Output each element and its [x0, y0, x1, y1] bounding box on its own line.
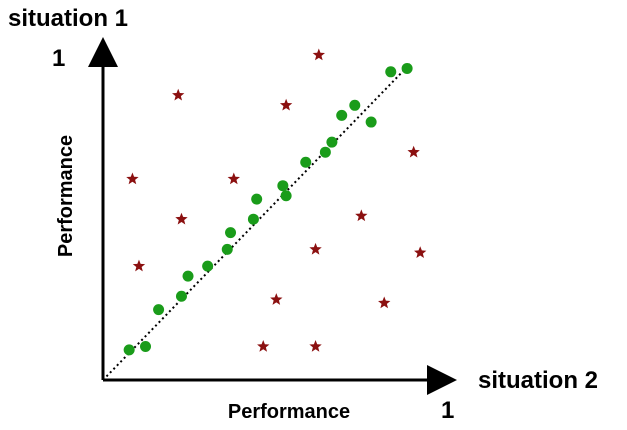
red-star-point-11	[355, 209, 368, 222]
green-circle-point-16	[349, 99, 361, 111]
green-circle-point-17	[365, 116, 377, 128]
red-star-point-6	[270, 293, 283, 305]
green-circle-point-6	[221, 243, 233, 255]
x-axis-max-label: 1	[441, 397, 454, 424]
red-star-point-14	[414, 246, 427, 258]
red-star-point-1	[132, 259, 146, 272]
green-circle-point-15	[336, 109, 348, 121]
green-circle-point-2	[153, 304, 165, 316]
red-star-point-9	[309, 242, 322, 255]
x-axis-title: Performance	[228, 401, 350, 423]
data-points	[123, 48, 427, 356]
green-circle-point-5	[202, 260, 214, 272]
red-star-point-3	[175, 212, 188, 225]
green-circle-point-11	[280, 190, 292, 202]
green-circle-point-10	[277, 180, 289, 192]
red-star-point-7	[279, 98, 293, 111]
green-circle-point-18	[385, 66, 397, 78]
red-star-point-4	[227, 172, 240, 185]
green-circle-point-8	[247, 213, 259, 225]
green-circle-point-12	[300, 156, 312, 168]
green-circle-point-1	[140, 341, 152, 352]
green-circle-point-14	[326, 136, 338, 148]
red-star-point-0	[126, 172, 139, 185]
red-star-point-13	[407, 145, 420, 158]
green-circle-point-0	[123, 344, 135, 356]
green-circle-point-3	[175, 290, 187, 302]
red-star-point-10	[312, 48, 325, 61]
y-axis-title: Performance	[55, 135, 77, 257]
green-circle-point-9	[251, 193, 263, 205]
y-axis-top-label: situation 1	[8, 5, 128, 32]
green-circle-point-4	[182, 270, 194, 282]
y-axis-max-label: 1	[52, 45, 65, 72]
x-axis-end-label: situation 2	[478, 367, 598, 394]
green-circle-point-19	[401, 62, 413, 74]
red-star-point-12	[378, 296, 391, 309]
red-star-point-8	[309, 340, 322, 352]
green-circle-point-7	[225, 227, 237, 239]
red-star-point-5	[257, 340, 270, 352]
red-star-point-2	[172, 88, 185, 101]
green-circle-point-13	[319, 146, 331, 158]
